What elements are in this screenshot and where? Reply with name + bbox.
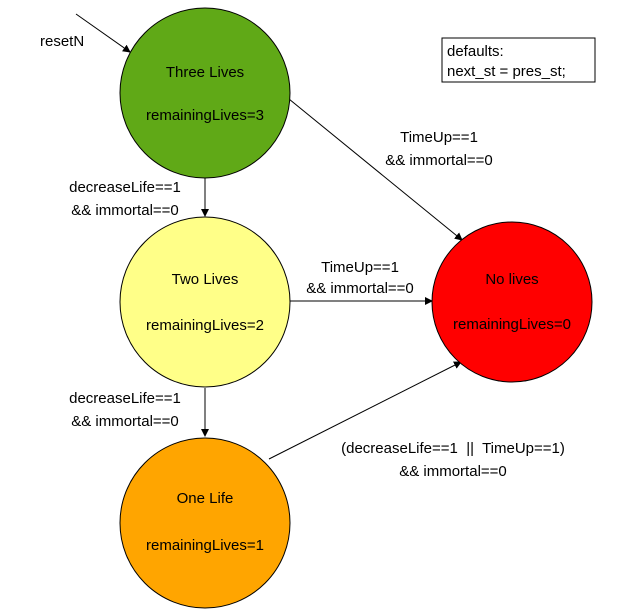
state-one-life-name: One Life <box>177 490 234 507</box>
state-three-lives-circle <box>119 7 291 179</box>
state-two-lives-circle <box>119 216 291 388</box>
label-two-to-one-line1: decreaseLife==1 <box>69 390 181 407</box>
edge-one-to-none <box>268 361 462 460</box>
label-two-to-none-line2: && immortal==0 <box>306 280 414 297</box>
label-three-to-none-line1: TimeUp==1 <box>400 129 478 146</box>
label-one-to-none: (decreaseLife==1 || TimeUp==1) && immort… <box>341 440 565 480</box>
state-three-lives-output: remainingLives=3 <box>146 107 264 124</box>
reset-label: resetN <box>40 33 84 50</box>
state-two-lives-name: Two Lives <box>172 271 239 288</box>
state-no-lives-circle <box>431 221 593 383</box>
label-two-to-one-line2: && immortal==0 <box>71 413 179 430</box>
label-three-to-two-line2: && immortal==0 <box>71 202 179 219</box>
state-two-lives-output: remainingLives=2 <box>146 317 264 334</box>
state-no-lives-output: remainingLives=0 <box>453 316 571 333</box>
label-two-to-one: decreaseLife==1 && immortal==0 <box>69 390 181 430</box>
state-three-lives-name: Three Lives <box>166 64 244 81</box>
state-one-life-circle <box>119 437 291 609</box>
label-three-to-two-line1: decreaseLife==1 <box>69 179 181 196</box>
label-one-to-none-line2: && immortal==0 <box>399 463 507 480</box>
state-three-lives: Three Lives remainingLives=3 <box>119 7 291 179</box>
label-three-to-none: TimeUp==1 && immortal==0 <box>385 129 493 169</box>
label-three-to-two: decreaseLife==1 && immortal==0 <box>69 179 181 219</box>
state-one-life-output: remainingLives=1 <box>146 537 264 554</box>
defaults-box-line2: next_st = pres_st; <box>447 63 566 80</box>
state-one-life: One Life remainingLives=1 <box>119 437 291 609</box>
defaults-box-line1: defaults: <box>447 43 504 60</box>
state-no-lives-name: No lives <box>485 271 538 288</box>
state-no-lives: No lives remainingLives=0 <box>431 221 593 383</box>
edge-three-to-none <box>288 98 463 241</box>
defaults-box: defaults: next_st = pres_st; <box>441 37 596 83</box>
defaults-box-border <box>441 37 596 83</box>
reset-arrow <box>75 13 131 53</box>
label-two-to-none: TimeUp==1 && immortal==0 <box>306 259 414 297</box>
label-one-to-none-line1: (decreaseLife==1 || TimeUp==1) <box>341 440 565 457</box>
state-two-lives: Two Lives remainingLives=2 <box>119 216 291 388</box>
label-three-to-none-line2: && immortal==0 <box>385 152 493 169</box>
label-two-to-none-line1: TimeUp==1 <box>321 259 399 276</box>
